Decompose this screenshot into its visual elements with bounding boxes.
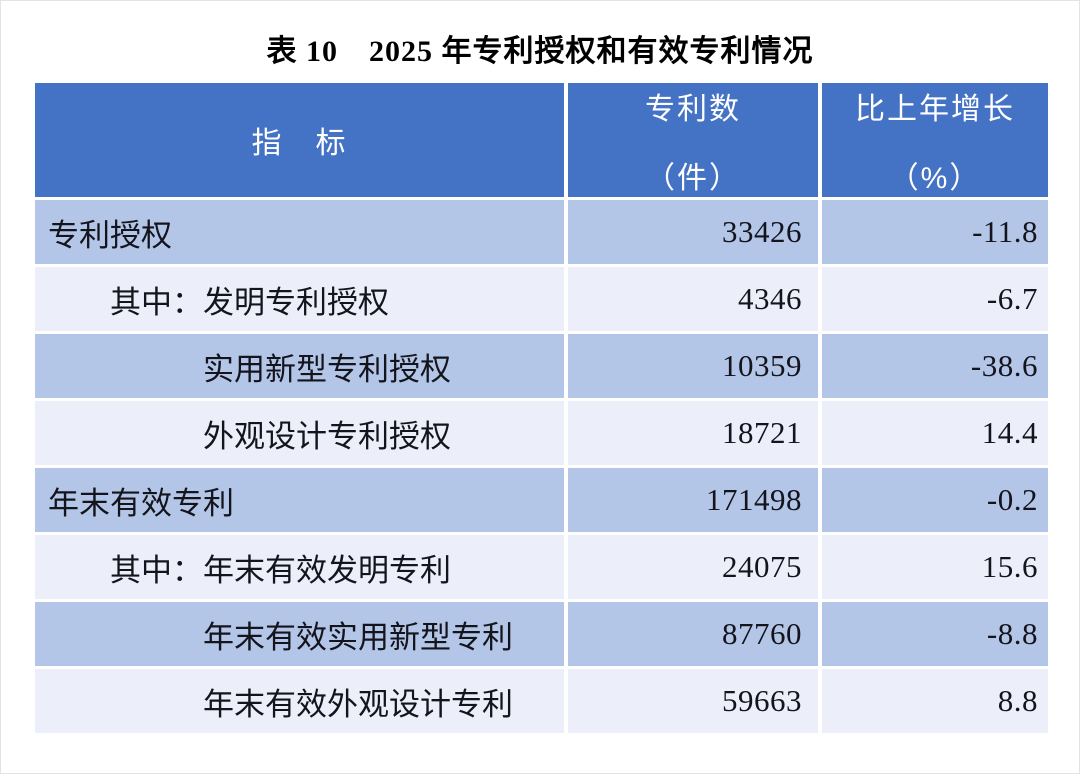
table-row: 其中：发明专利授权 4346 -6.7 (35, 267, 1048, 331)
patent-statistics-table: 指 标 专利数 （件） 比上年增长 （%） 专利授权 33426 -11.8 其… (35, 83, 1048, 733)
row-indicator: 年末有效外观设计专利 (35, 669, 564, 733)
row-growth: -11.8 (822, 200, 1048, 264)
row-count: 18721 (568, 401, 818, 465)
row-count: 10359 (568, 334, 818, 398)
row-growth: 15.6 (822, 535, 1048, 599)
header-patent-count-line1: 专利数 (645, 92, 741, 126)
table-row: 年末有效专利 171498 -0.2 (35, 468, 1048, 532)
row-indicator: 其中：发明专利授权 (35, 267, 564, 331)
row-growth: -38.6 (822, 334, 1048, 398)
row-indicator: 专利授权 (35, 200, 564, 264)
header-patent-count-line2: （件） (645, 161, 741, 195)
header-growth-line1: 比上年增长 (855, 92, 1015, 126)
row-growth: -6.7 (822, 267, 1048, 331)
row-growth: 14.4 (822, 401, 1048, 465)
table-header-row: 指 标 专利数 （件） 比上年增长 （%） (35, 83, 1048, 197)
row-count: 24075 (568, 535, 818, 599)
row-count: 4346 (568, 267, 818, 331)
row-indicator: 外观设计专利授权 (35, 401, 564, 465)
table-title: 表 10 2025 年专利授权和有效专利情况 (266, 35, 814, 68)
table-row: 年末有效外观设计专利 59663 8.8 (35, 669, 1048, 733)
row-indicator: 年末有效专利 (35, 468, 564, 532)
table-row: 外观设计专利授权 18721 14.4 (35, 401, 1048, 465)
row-growth: -8.8 (822, 602, 1048, 666)
header-patent-count: 专利数 （件） (568, 83, 818, 197)
row-indicator: 其中：年末有效发明专利 (35, 535, 564, 599)
row-count: 171498 (568, 468, 818, 532)
row-count: 87760 (568, 602, 818, 666)
header-indicator: 指 标 (35, 83, 564, 197)
row-indicator: 年末有效实用新型专利 (35, 602, 564, 666)
row-count: 59663 (568, 669, 818, 733)
header-growth-line2: （%） (888, 161, 982, 195)
row-indicator: 实用新型专利授权 (35, 334, 564, 398)
table-row: 年末有效实用新型专利 87760 -8.8 (35, 602, 1048, 666)
row-growth: 8.8 (822, 669, 1048, 733)
table-row: 其中：年末有效发明专利 24075 15.6 (35, 535, 1048, 599)
header-growth: 比上年增长 （%） (822, 83, 1048, 197)
table-row: 实用新型专利授权 10359 -38.6 (35, 334, 1048, 398)
row-count: 33426 (568, 200, 818, 264)
table-row: 专利授权 33426 -11.8 (35, 200, 1048, 264)
row-growth: -0.2 (822, 468, 1048, 532)
